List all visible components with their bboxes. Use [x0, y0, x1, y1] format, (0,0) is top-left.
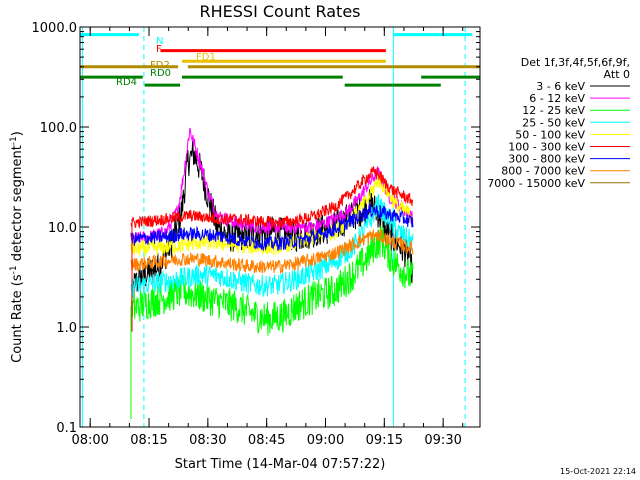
x-tick-label: 08:00 — [71, 433, 108, 448]
state-bar-label: FD2 — [150, 60, 170, 71]
series-line — [130, 174, 414, 257]
y-label-part: Count Rate (s — [10, 274, 25, 363]
y-tick-label: 1.0 — [56, 321, 77, 336]
x-axis-ticks: 08:00 08:15 08:30 08:45 09:00 09:15 09:30 — [71, 27, 464, 448]
state-bar-label: RD0 — [150, 68, 171, 79]
y-tick-label: 1000.0 — [32, 21, 78, 36]
series-line — [130, 203, 414, 252]
series-line — [130, 166, 414, 229]
x-tick-label: 09:30 — [424, 433, 461, 448]
state-bar-label: N — [156, 36, 163, 47]
legend-entry-label: 7000 - 15000 keV — [487, 177, 585, 190]
legend-entry-label: 12 - 25 keV — [522, 104, 585, 117]
legend-header-2: Att 0 — [604, 68, 630, 81]
y-label-exp: -1 — [9, 265, 19, 274]
x-axis-label: Start Time (14-Mar-04 07:57:22) — [175, 457, 386, 472]
legend: Det 1f,3f,4f,5f,6f,9f, Att 0 3 - 6 keV6 … — [487, 56, 630, 190]
y-axis-label: Count Rate (s-1 detector segment-1) — [9, 131, 25, 363]
chart-title: RHESSI Count Rates — [200, 2, 361, 21]
series-line — [130, 194, 414, 298]
series-lines — [130, 127, 414, 420]
y-axis-ticks: 0.1 1.0 10.0 100.0 1000.0 — [32, 21, 480, 436]
x-tick-label: 08:45 — [248, 433, 285, 448]
y-label-part: detector segment — [10, 145, 25, 265]
state-bar-label: RD4 — [116, 77, 137, 88]
y-tick-label: 100.0 — [40, 121, 77, 136]
legend-entry-label: 300 - 800 keV — [508, 153, 585, 166]
legend-entry-label: 50 - 100 keV — [515, 128, 585, 141]
state-bar-label: F — [156, 44, 162, 55]
legend-entry-label: 100 - 300 keV — [508, 141, 585, 154]
legend-entry-label: 6 - 12 keV — [529, 92, 585, 105]
y-label-part: ) — [10, 131, 25, 136]
y-tick-label: 10.0 — [48, 221, 77, 236]
state-bar-label: FD1 — [196, 52, 216, 63]
series-line — [130, 229, 414, 275]
y-label-exp: -1 — [9, 136, 19, 145]
generation-timestamp: 15-Oct-2021 22:14 — [560, 467, 636, 476]
x-tick-label: 09:00 — [307, 433, 344, 448]
x-tick-label: 08:30 — [189, 433, 226, 448]
legend-entry-label: 3 - 6 keV — [536, 80, 585, 93]
x-tick-label: 08:15 — [130, 433, 167, 448]
legend-entry-label: 800 - 7000 keV — [501, 165, 585, 178]
legend-header-1: Det 1f,3f,4f,5f,6f,9f, — [521, 56, 630, 69]
legend-entry-label: 25 - 50 keV — [522, 116, 585, 129]
x-tick-label: 09:15 — [366, 433, 403, 448]
y-tick-label: 0.1 — [56, 421, 77, 436]
